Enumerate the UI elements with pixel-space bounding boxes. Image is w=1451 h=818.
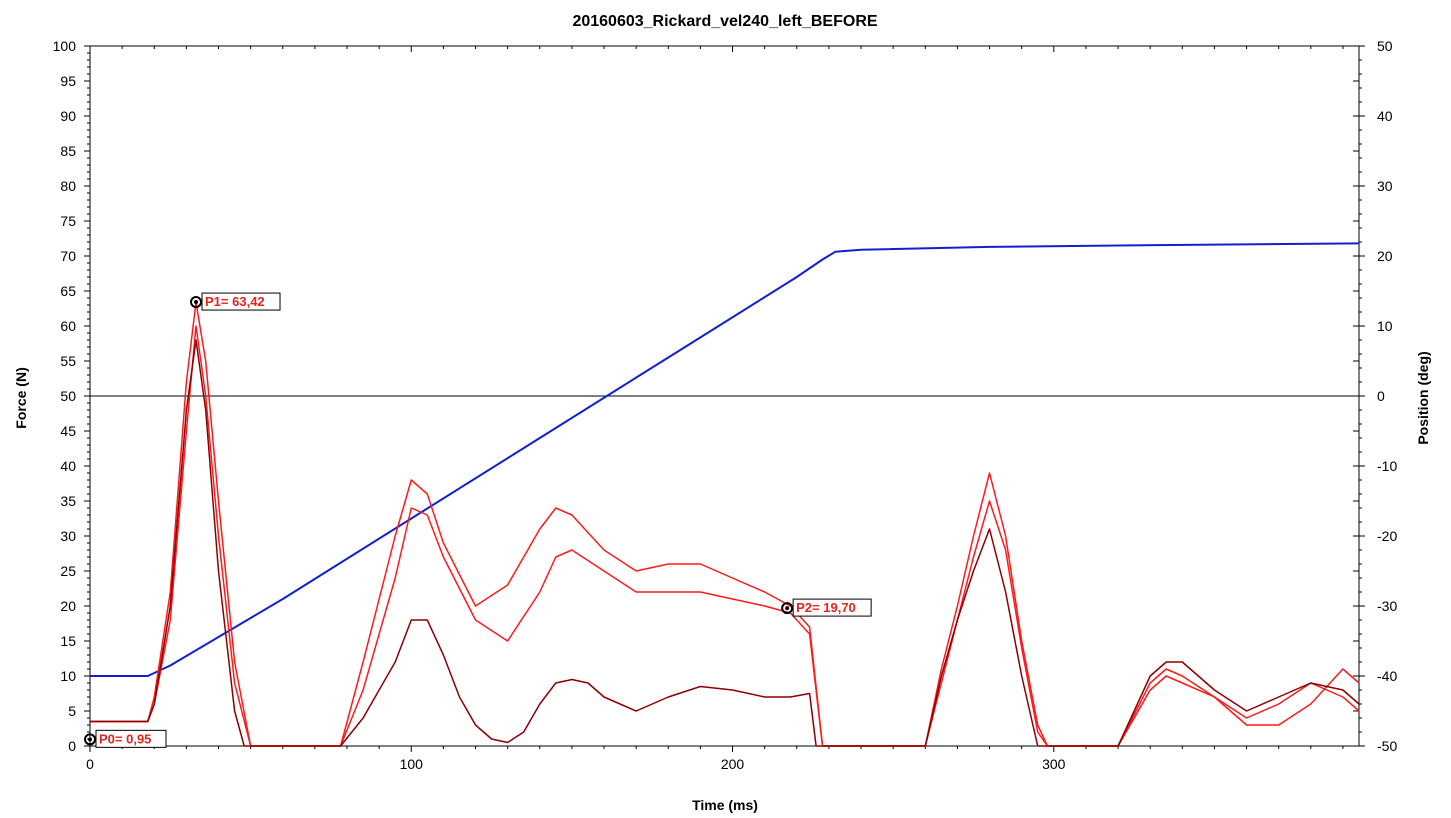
y2-axis-label: Position (deg)	[1415, 351, 1431, 444]
y-tick-label: 90	[60, 108, 76, 124]
y-tick-label: 50	[60, 388, 76, 404]
annotation-marker-dot	[785, 606, 790, 611]
y-tick-label: 55	[60, 353, 76, 369]
x-tick-label: 0	[86, 756, 94, 772]
annotation-marker	[781, 602, 794, 615]
force-series-line-2	[90, 325, 1360, 747]
y-tick-label: 15	[60, 633, 76, 649]
y-axis-label: Force (N)	[13, 367, 29, 428]
y-tick-label: 5	[68, 703, 76, 719]
annotation-label: P1= 63,42	[205, 294, 265, 309]
annotation-box	[792, 598, 872, 617]
y-tick-label: 100	[53, 38, 77, 54]
y-tick-label: 95	[60, 73, 76, 89]
chart-title: 20160603_Rickard_vel240_left_BEFORE	[572, 13, 877, 30]
annotation-marker	[84, 733, 96, 746]
y-tick-label: 85	[60, 143, 76, 159]
force-series-line-1	[90, 301, 1360, 747]
annotation-marker-dot	[194, 300, 199, 305]
position-series-line	[90, 242, 1360, 677]
y-tick-label: 45	[60, 423, 76, 439]
y2-tick-label: 0	[1377, 388, 1385, 404]
annotation-label: P0= 0,95	[99, 731, 151, 746]
annotation-marker	[190, 296, 203, 309]
y-tick-label: 30	[60, 528, 76, 544]
y2-tick-label: -10	[1377, 458, 1397, 474]
y-tick-label: 0	[68, 738, 76, 754]
y-tick-label: 80	[60, 178, 76, 194]
y-tick-label: 60	[60, 318, 76, 334]
y2-tick-label: 30	[1377, 178, 1393, 194]
y-tick-label: 20	[60, 598, 76, 614]
y2-tick-label: 50	[1377, 38, 1393, 54]
x-axis-label: Time (ms)	[692, 797, 758, 813]
x-tick-label: 200	[721, 756, 745, 772]
x-tick-label: 100	[400, 756, 424, 772]
y2-tick-label: 20	[1377, 248, 1393, 264]
y-tick-label: 70	[60, 248, 76, 264]
force-series-line-3	[90, 339, 1360, 747]
y-tick-label: 35	[60, 493, 76, 509]
annotation-box	[201, 292, 281, 311]
y2-tick-label: -30	[1377, 598, 1397, 614]
annotation-marker-dot	[88, 737, 92, 742]
annotation-label: P2= 19,70	[796, 600, 856, 615]
y2-tick-label: 10	[1377, 318, 1393, 334]
y2-tick-label: -20	[1377, 528, 1397, 544]
annotation-box	[95, 729, 167, 748]
y-tick-label: 75	[60, 213, 76, 229]
y-tick-label: 25	[60, 563, 76, 579]
y-tick-label: 40	[60, 458, 76, 474]
y2-tick-label: -40	[1377, 668, 1397, 684]
x-tick-label: 300	[1042, 756, 1066, 772]
y2-tick-label: 40	[1377, 108, 1393, 124]
y2-tick-label: -50	[1377, 738, 1397, 754]
y-tick-label: 10	[60, 668, 76, 684]
y-tick-label: 65	[60, 283, 76, 299]
